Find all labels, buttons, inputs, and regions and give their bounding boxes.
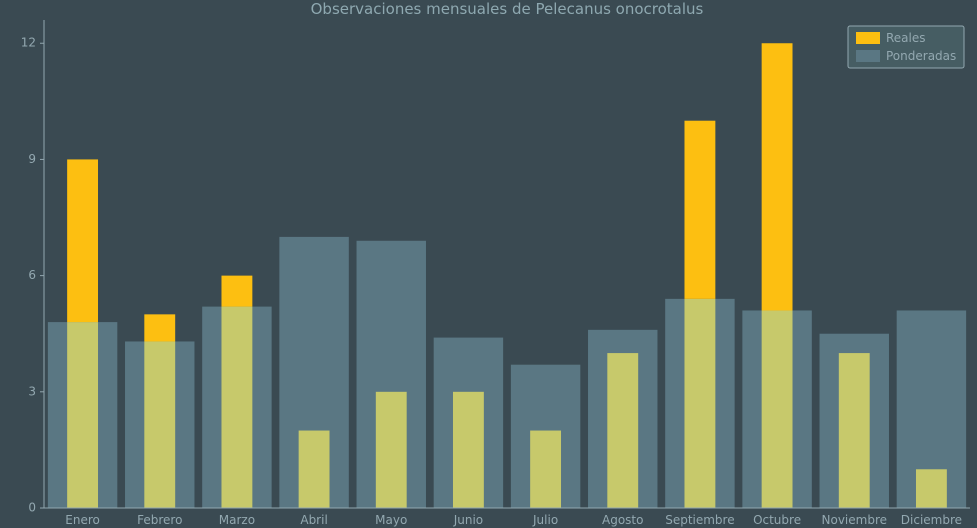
ytick-label: 12 — [21, 36, 36, 50]
ytick-label: 6 — [28, 268, 36, 282]
xtick-label: Noviembre — [822, 513, 888, 527]
xtick-label: Octubre — [753, 513, 801, 527]
legend-swatch — [856, 32, 880, 44]
bar-reales-lower — [67, 322, 98, 508]
bar-reales-lower — [144, 341, 175, 508]
ytick-label: 9 — [28, 152, 36, 166]
bar-reales — [530, 431, 561, 508]
bar-reales — [376, 392, 407, 508]
bar-reales-upper — [221, 276, 252, 307]
xtick-label: Agosto — [602, 513, 643, 527]
bar-reales — [453, 392, 484, 508]
chart-container: 0 3 6 9 12 Enero Febrero Marzo Abril Mayo Junio Jul… — [0, 0, 977, 528]
xtick-label: Diciembre — [901, 513, 962, 527]
xtick-label: Julio — [532, 513, 558, 527]
xtick-label: Enero — [65, 513, 100, 527]
bar-reales — [839, 353, 870, 508]
xtick-label: Mayo — [375, 513, 407, 527]
bar-reales — [299, 431, 330, 508]
bar-reales-upper — [762, 43, 793, 310]
xtick-label: Septiembre — [665, 513, 734, 527]
bar-reales — [607, 353, 638, 508]
bar-reales-upper — [684, 121, 715, 299]
xtick-label: Abril — [300, 513, 327, 527]
xtick-label: Junio — [453, 513, 483, 527]
bar-reales-upper — [67, 159, 98, 322]
legend: Reales Ponderadas — [848, 26, 964, 68]
bar-reales-lower — [684, 299, 715, 508]
ytick-label: 0 — [28, 501, 36, 515]
chart-svg: 0 3 6 9 12 Enero Febrero Marzo Abril Mayo Junio Jul… — [0, 0, 977, 528]
legend-label: Reales — [886, 31, 926, 45]
bar-reales-lower — [762, 310, 793, 508]
xtick-label: Febrero — [137, 513, 182, 527]
legend-swatch — [856, 50, 880, 62]
bar-reales — [916, 469, 947, 508]
bar-reales-upper — [144, 314, 175, 341]
ytick-label: 3 — [28, 384, 36, 398]
bar-reales-lower — [221, 307, 252, 508]
chart-title: Observaciones mensuales de Pelecanus ono… — [311, 0, 704, 18]
xtick-label: Marzo — [219, 513, 255, 527]
legend-label: Ponderadas — [886, 49, 956, 63]
